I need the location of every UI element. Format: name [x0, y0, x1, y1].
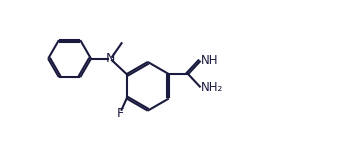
Text: NH₂: NH₂: [201, 81, 224, 94]
Text: NH: NH: [201, 54, 219, 67]
Text: F: F: [117, 107, 124, 120]
Text: N: N: [106, 52, 115, 65]
